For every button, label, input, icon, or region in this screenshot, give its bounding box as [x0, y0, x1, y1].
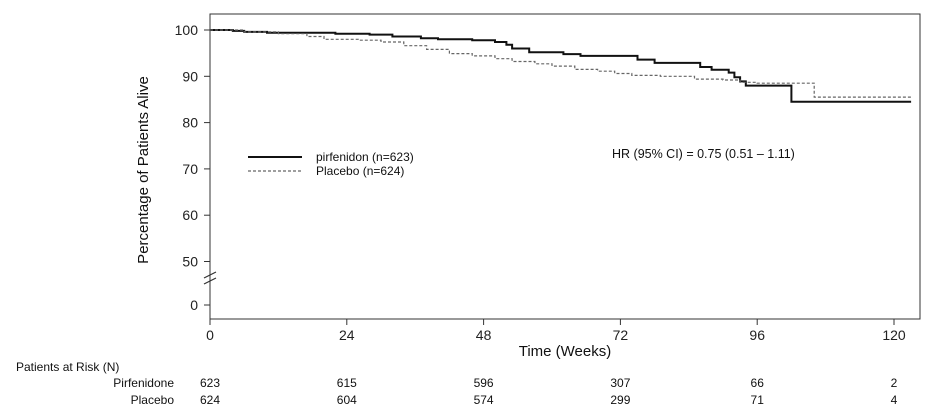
risk-values: 623 615 596 307 66 2 624 604 574 299 71 4	[200, 376, 898, 407]
risk-value: 574	[474, 393, 494, 407]
series-layer	[210, 29, 912, 103]
y-axis-break	[203, 271, 217, 285]
risk-value: 596	[474, 376, 494, 390]
risk-value: 66	[751, 376, 765, 390]
series-line-placebo	[210, 29, 912, 98]
risk-table-title: Patients at Risk (N)	[16, 360, 119, 374]
y-axis-title: Percentage of Patients Alive	[135, 76, 152, 264]
legend-label-pirfenidon: pirfenidon (n=623)	[316, 150, 414, 164]
x-tick-label: 0	[206, 327, 214, 343]
ticks-layer: 0 24 48 72 96 120 0 50 60 70 80 90 100	[175, 22, 906, 343]
legend: pirfenidon (n=623) Placebo (n=624)	[248, 150, 414, 178]
x-tick-label: 48	[476, 327, 492, 343]
risk-value: 4	[891, 393, 898, 407]
risk-row-label-pirfenidone: Pirfenidone	[113, 376, 174, 390]
series-line-pirfenidon	[210, 29, 912, 103]
risk-value: 307	[610, 376, 630, 390]
y-tick-label: 70	[182, 161, 198, 177]
plot-frame	[209, 13, 921, 320]
hazard-ratio-annotation: HR (95% CI) = 0.75 (0.51 – 1.11)	[612, 147, 795, 161]
x-tick-label: 96	[749, 327, 765, 343]
y-tick-label: 50	[182, 254, 198, 270]
y-tick-label: 90	[182, 68, 198, 84]
risk-value: 615	[337, 376, 357, 390]
x-axis-title: Time (Weeks)	[519, 343, 612, 360]
risk-value: 2	[891, 376, 898, 390]
risk-value: 299	[610, 393, 630, 407]
x-tick-label: 120	[882, 327, 906, 343]
risk-row-label-placebo: Placebo	[131, 393, 175, 407]
risk-value: 604	[337, 393, 357, 407]
risk-value: 624	[200, 393, 220, 407]
legend-label-placebo: Placebo (n=624)	[316, 164, 404, 178]
risk-value: 623	[200, 376, 220, 390]
x-tick-label: 72	[613, 327, 629, 343]
x-tick-label: 24	[339, 327, 355, 343]
y-tick-label: 0	[190, 297, 198, 313]
y-tick-label: 60	[182, 207, 198, 223]
risk-value: 71	[751, 393, 765, 407]
y-tick-label: 80	[182, 115, 198, 131]
y-tick-label: 100	[175, 22, 199, 38]
